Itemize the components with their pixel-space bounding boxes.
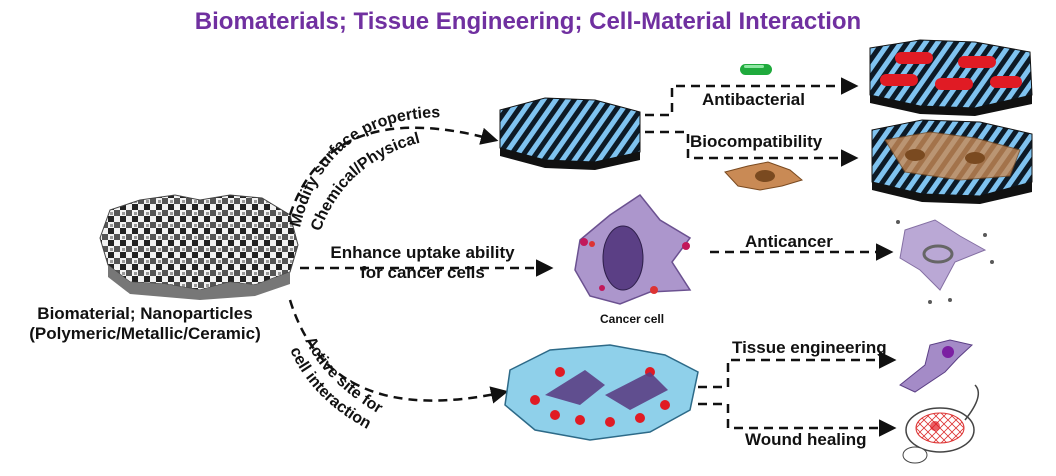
- neuron-cell-image: [899, 339, 974, 393]
- antibacterial-scaffold-image: [869, 39, 1033, 116]
- nanoparticle-scaffold-image: [99, 194, 299, 300]
- outcome-anticancer: Anticancer: [745, 232, 833, 251]
- outcome-wound-healing: Wound healing: [745, 430, 867, 449]
- label-chemical-physical: Chemical/Physical: [308, 130, 422, 233]
- uptake-label: Enhance uptake ability for cancer cells: [300, 243, 545, 283]
- arrow-to-wound-healing: [698, 402, 897, 437]
- uptake-label-line1: Enhance uptake ability: [330, 243, 515, 262]
- mouse-image: [902, 384, 980, 464]
- outcome-antibacterial: Antibacterial: [702, 90, 805, 109]
- healthy-cell-image: [724, 161, 804, 191]
- cancer-cell-image: [574, 193, 692, 305]
- biocompatible-scaffold-image: [871, 119, 1033, 204]
- arrow-to-tissue-engineering: [698, 351, 897, 389]
- diagram-title: Biomaterials; Tissue Engineering; Cell-M…: [194, 8, 862, 35]
- source-label-line1: Biomaterial; Nanoparticles: [37, 304, 253, 323]
- modified-scaffold-image: [499, 97, 641, 170]
- arrow-to-wound-scaffold: [288, 299, 509, 404]
- uptake-label-line2: for cancer cells: [360, 263, 485, 282]
- bacterium-green-image: [740, 64, 772, 75]
- dying-cancer-cell-image: [896, 219, 994, 304]
- wound-scaffold-image: [504, 344, 699, 441]
- arrow-to-biocompatibility: [645, 130, 859, 167]
- source-label-line2: (Polymeric/Metallic/Ceramic): [29, 324, 261, 343]
- outcome-biocompatibility: Biocompatibility: [690, 132, 823, 151]
- outcome-tissue-engineering: Tissue engineering: [732, 338, 887, 357]
- cancer-cell-caption: Cancer cell: [600, 312, 665, 326]
- arrow-to-surface-scaffold: [288, 126, 499, 216]
- source-label: Biomaterial; Nanoparticles (Polymeric/Me…: [10, 304, 280, 344]
